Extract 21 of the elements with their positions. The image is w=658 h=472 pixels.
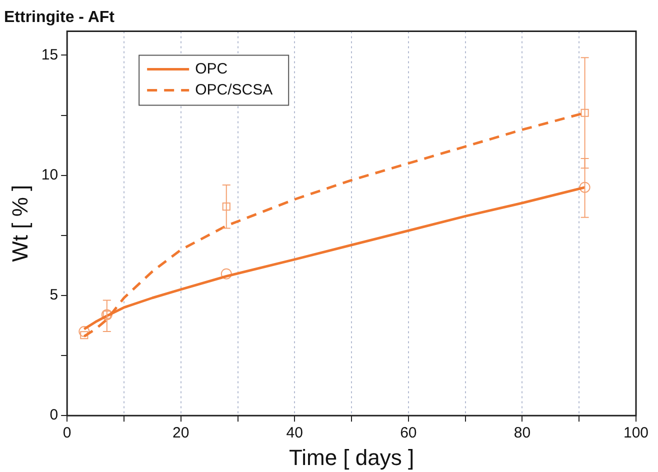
point (80, 331, 88, 340)
legend-label: OPC/SCSA (195, 81, 273, 98)
x-tick-label: 20 (172, 424, 190, 442)
x-axis-title: Time [ days ] (288, 444, 414, 470)
y-tick-label: 5 (50, 286, 58, 304)
point (220, 268, 232, 280)
x-tick-label: 0 (62, 424, 72, 442)
point (222, 202, 230, 211)
x-tick-label: 60 (400, 424, 417, 442)
point (580, 108, 589, 117)
legend-label: OPC (195, 60, 228, 78)
y-axis-title: Wt [ % ] (7, 184, 32, 262)
x-tick-label: 100 (623, 424, 649, 442)
x-tick-label: 40 (286, 424, 303, 442)
point (78, 326, 90, 338)
y-tick-label: 10 (41, 166, 58, 184)
y-tick-label: 15 (41, 46, 58, 64)
x-tick-label: 80 (514, 424, 531, 442)
point (579, 182, 590, 193)
chart-title: Ettringite - AFt (4, 9, 116, 26)
y-tick-label: 0 (50, 406, 58, 424)
